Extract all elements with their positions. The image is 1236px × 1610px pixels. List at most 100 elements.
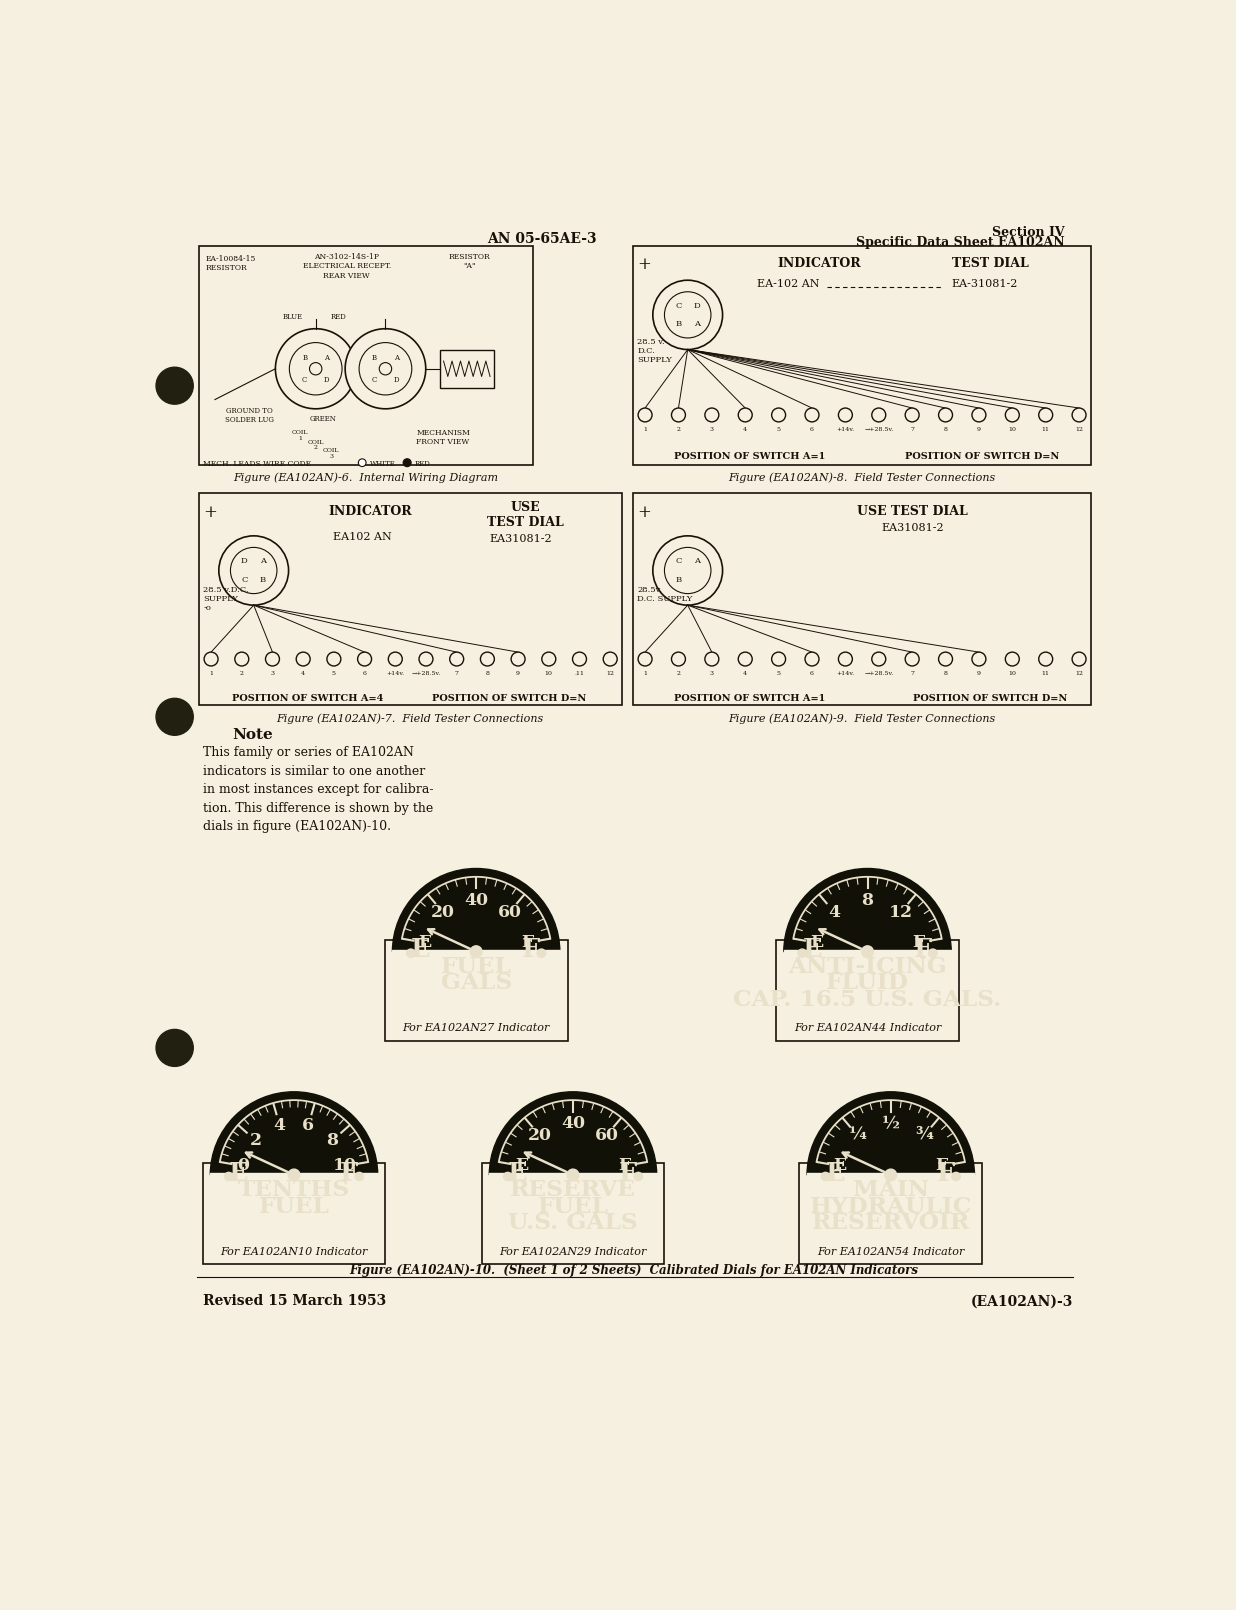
- Text: For EA102AN27 Indicator: For EA102AN27 Indicator: [403, 1024, 550, 1034]
- Circle shape: [952, 1172, 960, 1180]
- Circle shape: [357, 652, 372, 667]
- Text: E: E: [802, 937, 822, 963]
- Bar: [489, 1174, 656, 1179]
- Circle shape: [450, 652, 464, 667]
- Text: For EA102AN44 Indicator: For EA102AN44 Indicator: [794, 1024, 941, 1034]
- Text: TENTHS: TENTHS: [239, 1179, 350, 1201]
- Text: EA-102 AN: EA-102 AN: [758, 280, 819, 290]
- Text: ¼: ¼: [848, 1127, 866, 1145]
- Circle shape: [1005, 407, 1020, 422]
- Text: FUEL: FUEL: [258, 1196, 330, 1217]
- Circle shape: [838, 652, 853, 667]
- Text: 60: 60: [498, 903, 522, 921]
- Text: E: E: [419, 934, 431, 952]
- Text: COIL
3: COIL 3: [323, 448, 340, 459]
- Circle shape: [971, 407, 986, 422]
- Circle shape: [355, 1172, 363, 1180]
- Text: 10: 10: [1009, 427, 1016, 431]
- Text: E: E: [412, 937, 430, 963]
- Text: EA-31081-2: EA-31081-2: [952, 280, 1017, 290]
- Text: POSITION OF SWITCH A=1: POSITION OF SWITCH A=1: [674, 694, 826, 702]
- Text: 20: 20: [431, 903, 455, 921]
- Circle shape: [388, 652, 402, 667]
- Text: 7: 7: [910, 671, 915, 676]
- Text: 1: 1: [209, 671, 213, 676]
- Circle shape: [671, 407, 686, 422]
- Text: RESISTOR
"A": RESISTOR "A": [449, 253, 489, 270]
- Text: 10: 10: [545, 671, 552, 676]
- Circle shape: [798, 948, 806, 958]
- Circle shape: [288, 1169, 300, 1180]
- Text: GROUND TO
SOLDER LUG: GROUND TO SOLDER LUG: [225, 407, 274, 425]
- Text: EA31081-2: EA31081-2: [881, 523, 944, 533]
- Text: F: F: [618, 1158, 630, 1175]
- Wedge shape: [489, 1092, 656, 1175]
- Text: Figure (EA102AN)-8.  Field Tester Connections: Figure (EA102AN)-8. Field Tester Connect…: [728, 473, 996, 483]
- Text: B: B: [303, 354, 308, 362]
- Text: AN-3102-14S-1P
ELECTRICAL RECEPT.
REAR VIEW: AN-3102-14S-1P ELECTRICAL RECEPT. REAR V…: [303, 253, 391, 280]
- Text: D: D: [693, 301, 701, 309]
- Text: MECHANISM
FRONT VIEW: MECHANISM FRONT VIEW: [417, 428, 471, 446]
- Text: +: +: [638, 256, 651, 272]
- Bar: [203, 1164, 386, 1264]
- Circle shape: [407, 948, 415, 958]
- Text: +14v.: +14v.: [837, 427, 854, 431]
- Circle shape: [204, 652, 218, 667]
- Text: .11: .11: [575, 671, 585, 676]
- Text: F: F: [912, 934, 925, 952]
- Text: E: E: [833, 1158, 847, 1175]
- Text: For EA102AN29 Indicator: For EA102AN29 Indicator: [499, 1246, 646, 1256]
- Text: ANTI-ICING: ANTI-ICING: [789, 956, 947, 977]
- Text: C: C: [241, 576, 247, 584]
- Text: Section IV: Section IV: [993, 225, 1065, 238]
- Text: E: E: [515, 1158, 529, 1175]
- Text: →+28.5v.: →+28.5v.: [864, 671, 894, 676]
- Circle shape: [603, 652, 617, 667]
- Circle shape: [266, 652, 279, 667]
- Text: +14v.: +14v.: [837, 671, 854, 676]
- Text: B: B: [675, 320, 681, 328]
- Text: GREEN: GREEN: [310, 415, 337, 423]
- Text: 8: 8: [943, 427, 948, 431]
- Circle shape: [156, 367, 193, 404]
- Text: 11: 11: [1042, 427, 1049, 431]
- Text: C: C: [372, 375, 377, 383]
- Text: 2: 2: [250, 1132, 262, 1150]
- Text: INDICATOR: INDICATOR: [328, 506, 412, 518]
- Text: F: F: [340, 1161, 358, 1185]
- Circle shape: [235, 652, 248, 667]
- Text: 6: 6: [303, 1117, 314, 1133]
- Circle shape: [705, 652, 719, 667]
- Circle shape: [276, 328, 356, 409]
- Bar: [384, 940, 567, 1042]
- Text: TEST DIAL: TEST DIAL: [952, 258, 1028, 270]
- Text: 5: 5: [776, 671, 781, 676]
- Bar: [776, 940, 959, 1042]
- Text: E: E: [508, 1161, 528, 1185]
- Bar: [199, 246, 533, 465]
- Text: (EA102AN)-3: (EA102AN)-3: [970, 1294, 1073, 1309]
- Circle shape: [1038, 407, 1053, 422]
- Circle shape: [481, 652, 494, 667]
- Text: This family or series of EA102AN
indicators is similar to one another
in most in: This family or series of EA102AN indicat…: [203, 745, 433, 832]
- Text: 20: 20: [528, 1127, 551, 1145]
- Text: 28.5v.
D.C. SUPPLY: 28.5v. D.C. SUPPLY: [638, 586, 692, 604]
- Text: FLUID: FLUID: [826, 972, 908, 995]
- Text: 1: 1: [643, 671, 648, 676]
- Text: FUEL: FUEL: [441, 956, 512, 977]
- Bar: [482, 1164, 665, 1264]
- Text: COIL
2: COIL 2: [308, 440, 324, 451]
- Text: F: F: [936, 1158, 948, 1175]
- Text: 2: 2: [676, 427, 681, 431]
- Text: 12: 12: [1075, 427, 1083, 431]
- Circle shape: [403, 459, 412, 467]
- Circle shape: [771, 652, 786, 667]
- Text: 9: 9: [976, 427, 981, 431]
- Text: AN 05-65AE-3: AN 05-65AE-3: [487, 232, 597, 246]
- Text: MECH. LEADS WIRE CODE: MECH. LEADS WIRE CODE: [204, 459, 311, 467]
- Text: Figure (EA102AN)-10.  (Sheet 1 of 2 Sheets)  Calibrated Dials for EA102AN Indica: Figure (EA102AN)-10. (Sheet 1 of 2 Sheet…: [349, 1264, 918, 1277]
- Circle shape: [838, 407, 853, 422]
- Text: 12: 12: [606, 671, 614, 676]
- Text: RED: RED: [331, 314, 347, 322]
- Circle shape: [905, 652, 920, 667]
